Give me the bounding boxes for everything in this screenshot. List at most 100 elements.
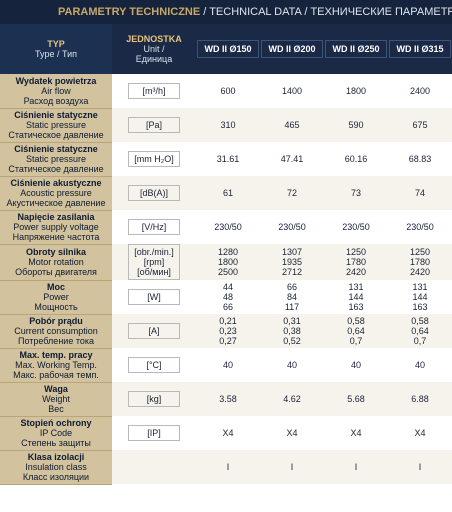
row-label-ru: Напряжение частота [12,232,100,242]
row-label-en: Static pressure [25,120,87,130]
row-value-cell: 230/50 [196,210,260,244]
row-label-ru: Статическое давление [8,130,104,140]
row-label: Moc Power Мощность [0,280,112,315]
row-value-cell: 66 84 117 [260,280,324,314]
row-label-en: Current consumption [14,326,98,336]
title-bar: PARAMETRY TECHNICZNE / TECHNICAL DATA / … [0,0,452,24]
row-label-en: Power [43,292,69,302]
row-unit-value: [m³/h] [128,83,180,99]
row-value: 2420 [409,267,431,277]
row-label-en: Weight [42,394,70,404]
row-value: 40 [286,360,297,370]
row-label-pl: Ciśnienie akustyczne [10,178,102,188]
row-value: 73 [350,188,361,198]
row-value: 2500 [217,267,239,277]
row-value: 3.58 [219,394,237,404]
row-label-pl: Waga [44,384,68,394]
row-value: 144 [348,292,364,302]
row-value: 465 [284,120,300,130]
row-unit: [Pa] [112,108,196,142]
row-value-cell: X4 [260,416,324,450]
row-label: Ciśnienie statyczne Static pressure Статич… [0,142,112,177]
row-value: 0,64 [347,326,365,336]
row-value: 31.61 [216,154,240,164]
table-row: Pobór prądu Current consumption Потреблени… [0,314,452,349]
row-value: I [290,462,294,472]
table-row: Ciśnienie statyczne Static pressure Статич… [0,142,452,177]
row-label-ru: Степень защиты [21,438,91,448]
row-label-pl: Max. temp. pracy [19,350,93,360]
row-value: 48 [222,292,233,302]
header-type-pl: TYP [47,39,65,49]
row-value: 2420 [345,267,367,277]
row-unit-value: [IP] [128,425,180,441]
row-value-cell: I [260,450,324,484]
row-value-cell: 4.62 [260,382,324,416]
row-value: 2712 [281,267,303,277]
header-unit: JEDNOSTKA Unit / Единица [112,24,196,74]
header-model-150: WD II Ø150 [196,24,260,74]
row-value: 0,58 [411,316,429,326]
row-value: 61 [222,188,233,198]
row-value-cell: 0,31 0,38 0,52 [260,314,324,348]
row-value: 0,52 [283,336,301,346]
row-unit: [m³/h] [112,74,196,108]
row-value-cell: 590 [324,108,388,142]
row-unit: [IP] [112,416,196,450]
table-row: Stopień ochrony IP Code Степень защиты [IP]… [0,416,452,451]
row-label-en: Acoustic pressure [20,188,92,198]
row-label-pl: Klasa izolacji [27,452,85,462]
row-value: 47.41 [280,154,304,164]
row-label-en: Max. Working Temp. [15,360,97,370]
row-value: 40 [222,360,233,370]
row-value: 117 [284,302,300,312]
row-value: 1307 [281,247,303,257]
row-label-en: Insulation class [25,462,87,472]
row-value-cell: 131 144 163 [388,280,452,314]
row-value: X4 [414,428,426,438]
row-value: X4 [286,428,298,438]
title-ru: ТЕХНИЧЕСКИЕ ПАРАМЕТРЫ [310,6,452,18]
row-value: 1935 [281,257,303,267]
header-type-sub: Type / Тип [34,49,78,59]
row-label-pl: Ciśnienie statyczne [14,144,98,154]
row-value: X4 [350,428,362,438]
row-value: 68.83 [408,154,432,164]
row-label: Ciśnienie statyczne Static pressure Статич… [0,108,112,143]
row-value-cell: 31.61 [196,142,260,176]
row-label-pl: Napięcie zasilania [17,212,95,222]
row-unit-value: [dB(A)] [128,185,180,201]
row-value-cell: 6.88 [388,382,452,416]
row-unit-value: [°C] [128,357,180,373]
header-model-250: WD II Ø250 [324,24,388,74]
row-value-cell: 1250 1780 2420 [324,244,388,280]
row-value-cell: X4 [196,416,260,450]
row-value: 74 [414,188,425,198]
row-value-cell: 1307 1935 2712 [260,244,324,280]
row-value-cell: X4 [324,416,388,450]
row-label-en: Static pressure [25,154,87,164]
row-label: Max. temp. pracy Max. Working Temp. Макс. … [0,348,112,383]
row-value: 66 [286,282,297,292]
row-label-en: Air flow [41,85,71,96]
row-unit-value: [obr./min.] [rpm] [об/мин] [128,244,180,280]
row-value-cell: 310 [196,108,260,142]
row-value-cell: 40 [388,348,452,382]
row-value: I [418,462,422,472]
row-label-ru: Мощность [34,302,78,312]
table-row: Moc Power Мощность [W] 44 48 66 66 84 117 131 144 16… [0,280,452,315]
row-label-pl: Pobór prądu [29,316,83,326]
row-value: I [354,462,358,472]
row-value-cell: 40 [196,348,260,382]
row-value-cell: I [324,450,388,484]
row-value: 600 [220,86,236,96]
row-value: 1800 [345,86,367,96]
row-value: 72 [286,188,297,198]
row-value-cell: 68.83 [388,142,452,176]
row-label: Ciśnienie akustyczne Acoustic pressure Аку… [0,176,112,211]
row-value-cell: 1400 [260,74,324,108]
row-value: 40 [350,360,361,370]
row-unit: [dB(A)] [112,176,196,210]
row-value-cell: 47.41 [260,142,324,176]
table-row: Ciśnienie akustyczne Acoustic pressure Аку… [0,176,452,211]
